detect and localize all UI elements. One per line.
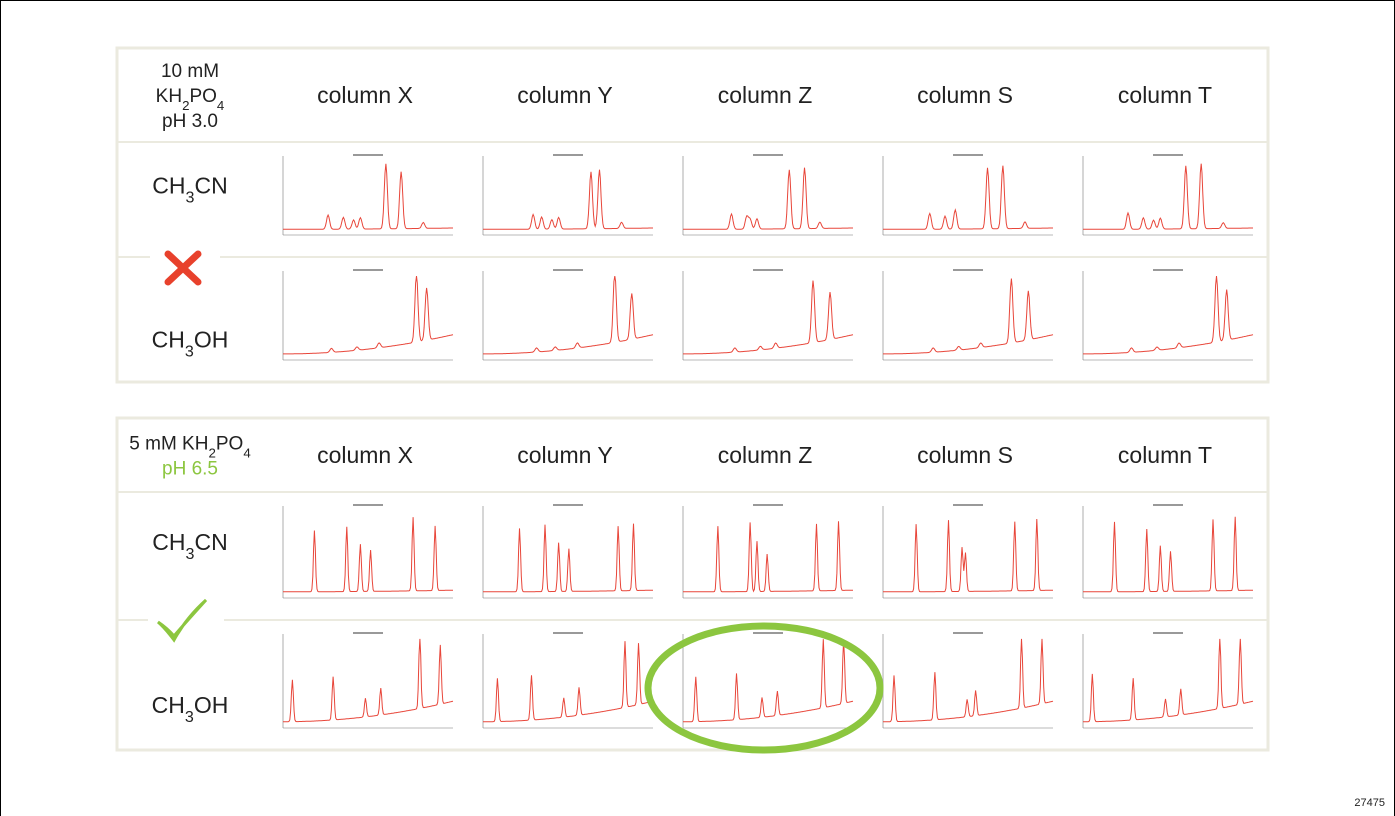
chrom-title: [553, 632, 583, 634]
chrom-title: [353, 269, 383, 271]
condition-line: pH 6.5: [162, 459, 218, 480]
chrom-title: [753, 632, 783, 634]
text-part: CN: [194, 529, 227, 555]
text-part: CH: [152, 692, 185, 718]
subscript: 3: [185, 343, 194, 361]
figure-number: 27475: [1354, 797, 1385, 809]
column-header: column S: [917, 442, 1013, 468]
chrom-title: [1153, 154, 1183, 156]
chrom-title: [553, 154, 583, 156]
chrom-title: [753, 269, 783, 271]
chrom-title: [353, 632, 383, 634]
subscript: 3: [186, 189, 195, 207]
subscript: 4: [243, 445, 250, 460]
column-header: column Y: [517, 442, 612, 468]
chrom-title: [953, 154, 983, 156]
chromatogram: [283, 638, 454, 723]
subscript: 2: [208, 445, 215, 460]
chrom-title: [553, 269, 583, 271]
text-part: CH: [152, 173, 185, 199]
chromatogram: [683, 167, 853, 230]
solvent-label: CH3CN: [152, 529, 227, 563]
chromatogram: [483, 276, 654, 355]
chrom-title: [353, 504, 383, 506]
chromatogram: [283, 276, 454, 355]
chrom-title: [1153, 269, 1183, 271]
text-part: CH: [152, 327, 185, 353]
text-part: KH: [156, 86, 182, 107]
chrom-title: [953, 504, 983, 506]
condition-line: pH 3.0: [162, 111, 218, 132]
column-header: column Z: [718, 82, 813, 108]
panel: [115, 46, 1270, 384]
column-header: column T: [1118, 442, 1212, 468]
chromatogram: [683, 280, 854, 355]
solvent-label: CH3OH: [152, 692, 229, 726]
column-header: column X: [317, 82, 413, 108]
chrom-title: [953, 632, 983, 634]
chromatogram: [283, 163, 453, 230]
text-part: OH: [194, 327, 229, 353]
chromatogram: [1083, 276, 1254, 355]
chrom-title: [953, 269, 983, 271]
chrom-title: [553, 504, 583, 506]
chrom-title: [1153, 632, 1183, 634]
chrom-title: [753, 154, 783, 156]
chromatogram: [883, 165, 1053, 230]
chromatogram: [883, 518, 1053, 593]
pass-mark: [148, 598, 224, 644]
subscript: 4: [217, 98, 224, 113]
condition-line: 10 mM: [161, 61, 219, 82]
fail-mark: [150, 250, 220, 286]
column-header: column Y: [517, 82, 612, 108]
solvent-label: CH3CN: [152, 173, 227, 207]
text-part: 10 mM: [161, 61, 219, 82]
chromatogram: [283, 517, 453, 593]
chromatogram: [483, 169, 653, 230]
chromatogram: [883, 638, 1054, 723]
chromatogram: [883, 278, 1054, 355]
chromatogram: [483, 523, 653, 593]
green-check: [157, 598, 208, 643]
chromatogram: [683, 521, 853, 593]
column-header: column S: [917, 82, 1013, 108]
chromatogram: [683, 639, 854, 723]
chrom-title: [353, 154, 383, 156]
condition-line: 5 mM KH2PO4: [129, 434, 250, 461]
chromatogram: [1083, 638, 1254, 723]
column-header: column T: [1118, 82, 1212, 108]
chrom-title: [753, 504, 783, 506]
subscript: 3: [186, 545, 195, 563]
text-part: PO: [189, 86, 216, 107]
chrom-title: [1153, 504, 1183, 506]
text-part: pH 6.5: [162, 459, 218, 480]
chromatogram: [1083, 516, 1253, 593]
condition-line: KH2PO4: [156, 86, 225, 113]
text-part: CH: [152, 529, 185, 555]
chromatogram: [1083, 163, 1253, 230]
solvent-label: CH3OH: [152, 327, 229, 361]
text-part: pH 3.0: [162, 111, 218, 132]
column-header: column Z: [718, 442, 813, 468]
chromatogram: [483, 641, 654, 723]
text-part: PO: [216, 434, 243, 455]
panel: [115, 416, 1270, 752]
column-header: column X: [317, 442, 413, 468]
subscript: 3: [185, 708, 194, 726]
text-part: CN: [194, 173, 227, 199]
text-part: 5 mM KH: [129, 434, 208, 455]
text-part: OH: [194, 692, 229, 718]
highlight-circle: [644, 622, 884, 754]
subscript: 2: [182, 98, 189, 113]
red-x: [164, 250, 202, 286]
